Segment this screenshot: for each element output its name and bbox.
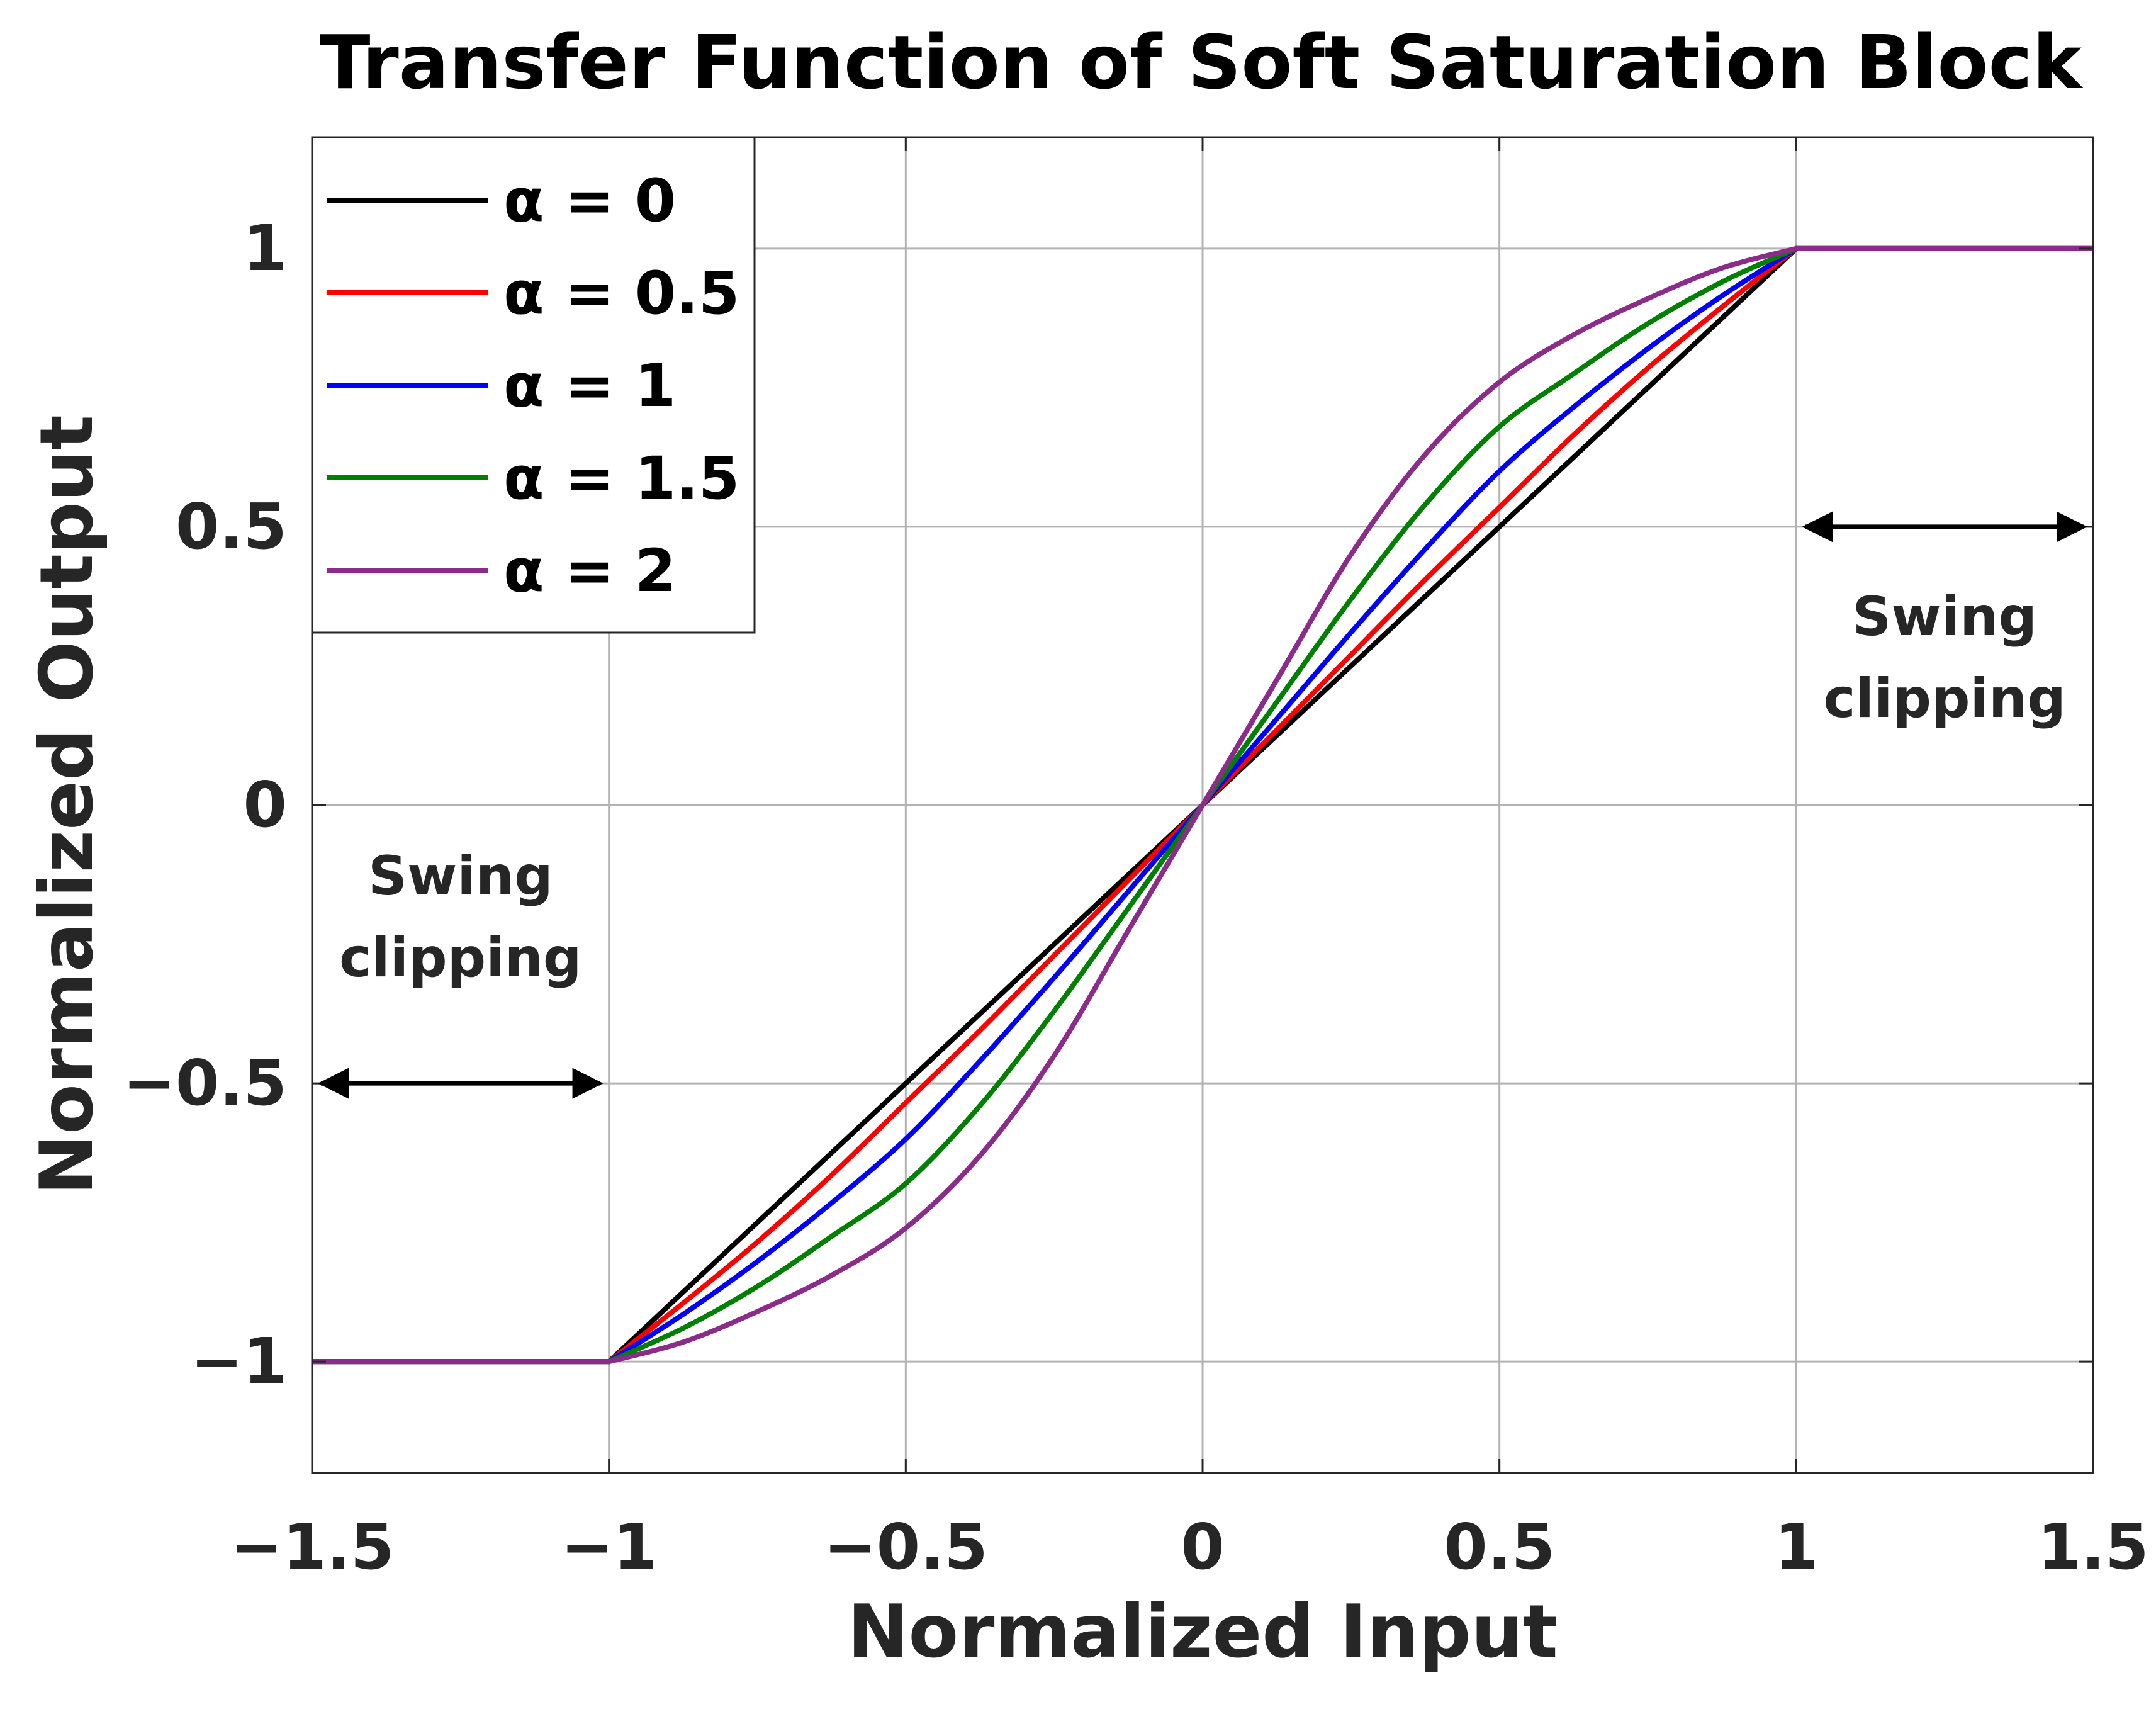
annotation-line-2: clipping	[339, 927, 581, 990]
legend-label: α = 1.5	[503, 444, 739, 513]
annotation-line-1: Swing	[368, 845, 553, 908]
x-tick-label: −1	[561, 1510, 657, 1584]
y-tick-label: 1	[243, 211, 287, 285]
legend: α = 0 α = 0.5 α = 1 α = 1.5 α = 2	[311, 136, 756, 634]
legend-label: α = 1	[503, 352, 676, 420]
y-tick-label: 0.5	[176, 490, 287, 563]
y-tick-label: −0.5	[123, 1046, 287, 1120]
annotation-line-2: clipping	[1824, 667, 2066, 730]
swing-clipping-annotation: Swing clipping	[318, 845, 604, 1099]
series-line-transition	[606, 245, 1799, 1365]
y-tick-label: −1	[191, 1324, 287, 1398]
x-tick-label: 1	[1775, 1510, 1819, 1584]
x-tick-label: 0	[1181, 1510, 1225, 1584]
y-tick-label: 0	[243, 768, 287, 842]
x-tick-label: −1.5	[230, 1510, 395, 1584]
legend-label: α = 0	[503, 167, 676, 235]
x-axis-label: Normalized Input	[847, 1589, 1558, 1674]
chart-title: Transfer Function of Soft Saturation Blo…	[320, 19, 2084, 106]
series-lines	[312, 245, 2093, 1365]
axis-ticks: −1.5 −1 −0.5 0 0.5 1 1.5 −1 −0.5 0 0.5 1	[123, 137, 2149, 1584]
legend-label: α = 0.5	[503, 259, 739, 328]
x-tick-label: −0.5	[824, 1510, 988, 1584]
swing-clipping-annotation: Swing clipping	[1802, 511, 2087, 730]
swing-clipping-annotations: Swing clipping Swing clipping	[318, 511, 2087, 1099]
legend-label: α = 2	[503, 537, 676, 606]
x-tick-label: 1.5	[2037, 1510, 2148, 1584]
x-tick-label: 0.5	[1444, 1510, 1555, 1584]
y-axis-label: Normalized Output	[25, 415, 109, 1195]
annotation-line-1: Swing	[1852, 585, 2037, 648]
series-4	[312, 245, 2093, 1365]
